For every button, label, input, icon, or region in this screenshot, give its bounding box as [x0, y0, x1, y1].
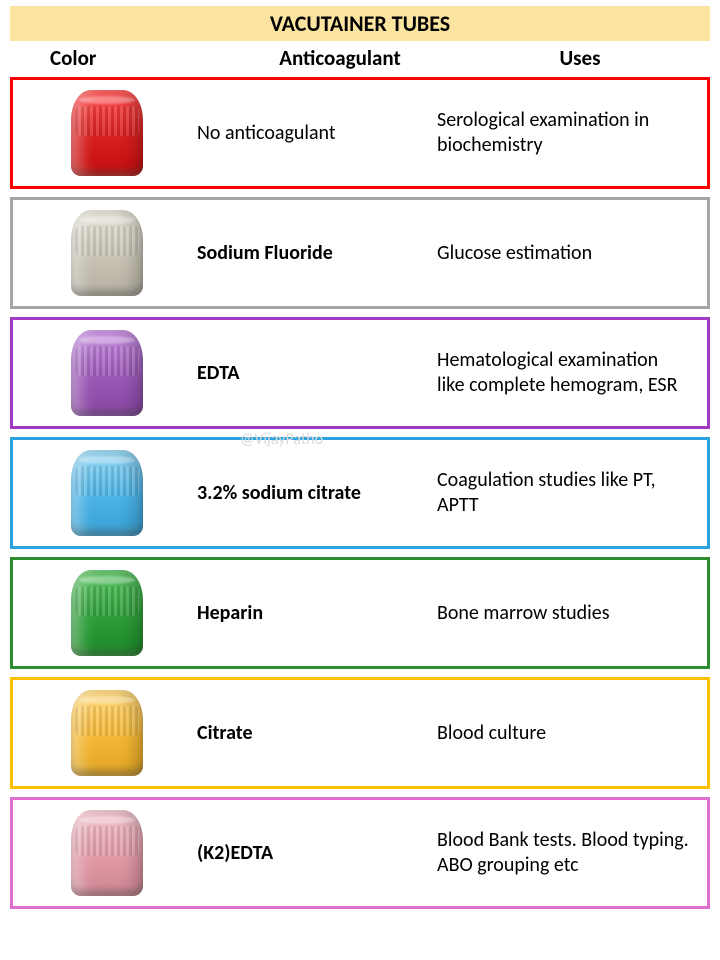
tube-cap-icon [71, 570, 143, 656]
tube-cap-holder [27, 86, 187, 180]
anticoagulant-label: Heparin [197, 601, 427, 625]
tube-cap-holder [27, 686, 187, 780]
tube-cap-holder [27, 206, 187, 300]
tube-cap-holder [27, 326, 187, 420]
anticoagulant-label: Citrate [197, 721, 427, 745]
uses-label: Serological examination in biochemistry [437, 108, 689, 158]
tube-cap-icon [71, 690, 143, 776]
title-band: VACUTAINER TUBES [10, 6, 710, 41]
anticoagulant-label: No anticoagulant [197, 121, 427, 145]
tube-row: (K2)EDTA Blood Bank tests. Blood typing. … [10, 797, 710, 909]
anticoagulant-label: Sodium Fluoride [197, 241, 427, 265]
tube-row: Heparin Bone marrow studies [10, 557, 710, 669]
tube-rows: No anticoagulant Serological examination … [10, 77, 710, 909]
anticoagulant-label: (K2)EDTA [197, 841, 427, 865]
tube-cap-icon [71, 450, 143, 536]
header-uses: Uses [470, 45, 690, 71]
tube-cap-holder [27, 806, 187, 900]
anticoagulant-label: EDTA [197, 361, 427, 385]
tube-row: Sodium Fluoride Glucose estimation [10, 197, 710, 309]
tube-cap-icon [71, 330, 143, 416]
tube-row: No anticoagulant Serological examination … [10, 77, 710, 189]
uses-label: Blood Bank tests. Blood typing. ABO grou… [437, 828, 689, 878]
tube-row: Citrate Blood culture [10, 677, 710, 789]
anticoagulant-label: 3.2% sodium citrate [197, 481, 427, 505]
tube-cap-holder [27, 446, 187, 540]
tube-cap-holder [27, 566, 187, 660]
header-anticoagulant: Anticoagulant [210, 45, 470, 71]
uses-label: Coagulation studies like PT, APTT [437, 468, 689, 518]
column-headers: Color Anticoagulant Uses [10, 45, 710, 77]
uses-label: Blood culture [437, 721, 689, 746]
header-color: Color [50, 45, 210, 71]
tube-cap-icon [71, 210, 143, 296]
tube-cap-icon [71, 810, 143, 896]
uses-label: Bone marrow studies [437, 601, 689, 626]
page-title: VACUTAINER TUBES [270, 10, 450, 37]
tube-cap-icon [71, 90, 143, 176]
tube-row: EDTA Hematological examination like compl… [10, 317, 710, 429]
uses-label: Glucose estimation [437, 241, 689, 266]
uses-label: Hematological examination like complete … [437, 348, 689, 398]
tube-row: 3.2% sodium citrate Coagulation studies l… [10, 437, 710, 549]
